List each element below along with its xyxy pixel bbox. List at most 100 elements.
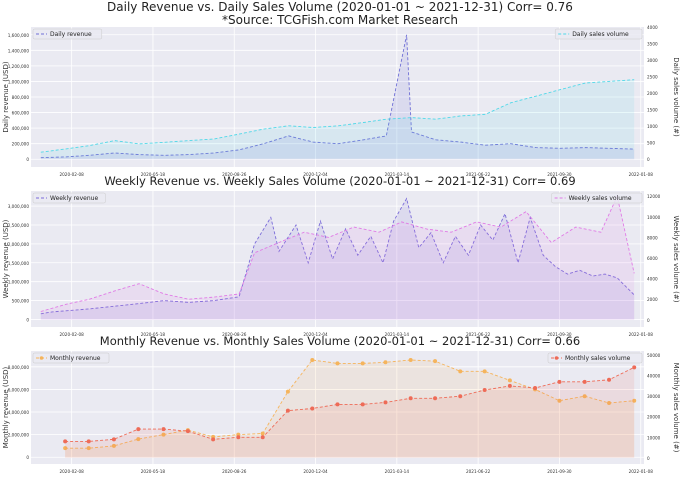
series-marker-1: [63, 446, 68, 451]
series-marker-1: [408, 358, 413, 363]
y-axis-label: Monthly revenue (USD): [2, 366, 10, 448]
plot-background: [31, 351, 644, 464]
series-marker-2: [260, 435, 265, 440]
y2-tick-label: 3500: [647, 41, 658, 46]
y2-tick-label: 4000: [647, 277, 658, 282]
series-marker-1: [507, 378, 512, 383]
series-line-2: [65, 366, 635, 442]
y-tick-label: 200,000: [12, 142, 30, 147]
y-tick-label: 6,000,000: [8, 387, 30, 392]
chart-panel-2: 0 500,000 1,000,000 1,500,000 2,000,000 2,500…: [2, 174, 680, 337]
series-area-2: [40, 196, 635, 320]
figure-title: Daily Revenue vs. Daily Sales Volume (20…: [107, 0, 573, 14]
y2-tick-label: 2000: [647, 91, 658, 96]
y-tick-label: 800,000: [12, 95, 30, 100]
x-tick-label: 2022-01-08: [629, 172, 654, 177]
series-marker-1: [86, 446, 91, 451]
series-marker-2: [607, 377, 612, 382]
y2-tick-label: 50000: [647, 353, 661, 358]
y-axis-label: Weekly revenue (USD): [2, 219, 10, 298]
x-tick-label: 2020-02-08: [59, 469, 84, 474]
series-marker-1: [260, 431, 265, 436]
x-tick-label: 2021-06-22: [466, 332, 491, 337]
y-tick-label: 600,000: [12, 111, 30, 116]
x-tick-label: 2021-03-14: [385, 469, 410, 474]
series-marker-2: [161, 427, 166, 432]
y2-tick-label: 0: [647, 157, 650, 162]
y-tick-label: 1,600,000: [8, 33, 30, 38]
x-tick-label: 2021-09-30: [547, 332, 572, 337]
x-tick-label: 2021-03-14: [385, 172, 410, 177]
y2-tick-label: 0: [647, 318, 650, 323]
series-area-1: [40, 198, 635, 320]
y2-tick-label: 1500: [647, 107, 658, 112]
legend-label: Weekly sales volume: [569, 195, 632, 202]
legend-box: [32, 352, 110, 364]
legend-box: [554, 28, 643, 40]
y2-tick-label: 10000: [647, 435, 661, 440]
series-line-1: [40, 197, 635, 315]
panel-title: Weekly Revenue vs. Weekly Sales Volume (…: [104, 174, 575, 188]
y-axis-label: Daily revenue (USD): [2, 61, 10, 133]
y2-tick-label: 20000: [647, 415, 661, 420]
y2-tick-label: 10000: [647, 215, 661, 220]
panel-title: Monthly Revenue vs. Monthly Sales Volume…: [100, 334, 580, 348]
series-marker-1: [582, 394, 587, 399]
x-tick-label: 2020-08-26: [222, 172, 247, 177]
chart-panel-1: 0 200,000 400,000 600,000 800,000 1,000,000 1,…: [2, 25, 680, 177]
y-tick-label: 2,000,000: [8, 242, 30, 247]
series-marker-2: [185, 429, 190, 434]
x-tick-label: 2020-02-08: [59, 172, 84, 177]
series-marker-2: [458, 394, 463, 399]
x-tick-label: 2020-08-26: [222, 469, 247, 474]
y-tick-label: 4,000,000: [8, 410, 30, 415]
series-line-2: [40, 194, 635, 312]
series-marker-2: [111, 437, 116, 442]
y2-tick-label: 40000: [647, 374, 661, 379]
series-marker-2: [557, 379, 562, 384]
series-marker-1: [433, 359, 438, 364]
series-marker-2: [285, 408, 290, 413]
series-marker-2: [383, 400, 388, 405]
series-marker-2: [582, 379, 587, 384]
x-tick-label: 2020-12-04: [303, 172, 328, 177]
series-marker-2: [310, 406, 315, 411]
x-tick-label: 2021-03-14: [385, 332, 410, 337]
y-tick-label: 0: [26, 455, 29, 460]
y-tick-label: 1,500,000: [8, 261, 30, 266]
series-marker-2: [433, 396, 438, 401]
y-tick-label: 3,000,000: [8, 204, 30, 209]
y2-tick-label: 2000: [647, 297, 658, 302]
series-marker-1: [310, 358, 315, 363]
series-marker-2: [482, 388, 487, 393]
legend-label: Daily sales volume: [572, 31, 629, 38]
x-tick-label: 2020-05-18: [141, 172, 166, 177]
y-tick-label: 2,000,000: [8, 433, 30, 438]
y2-tick-label: 12000: [647, 194, 661, 199]
series-marker-2: [360, 402, 365, 407]
y2-tick-label: 500: [647, 140, 655, 145]
x-tick-label: 2020-12-04: [303, 332, 328, 337]
y2-tick-label: 1000: [647, 124, 658, 129]
series-marker-1: [111, 443, 116, 448]
y2-axis-label: Daily sales volume (#): [672, 57, 680, 137]
y2-tick-label: 6000: [647, 256, 658, 261]
legend-box: [32, 28, 103, 40]
series-marker-1: [557, 398, 562, 403]
legend-label: Weekly revenue: [50, 195, 98, 202]
x-tick-label: 2022-01-08: [629, 469, 654, 474]
y-tick-label: 2,500,000: [8, 223, 30, 228]
y2-axis-label: Monthly sales volume (#): [672, 363, 680, 453]
x-tick-label: 2021-06-22: [466, 469, 491, 474]
series-area-2: [40, 79, 635, 159]
series-marker-2: [136, 427, 141, 432]
legend-label: Monthly revenue: [50, 355, 101, 362]
legend-marker: [554, 356, 559, 360]
chart-panel-3: 0 2,000,000 4,000,000 6,000,000 8,000,000 0 10…: [2, 334, 680, 474]
series-marker-2: [236, 435, 241, 440]
y2-tick-label: 4000: [647, 25, 658, 30]
x-tick-label: 2020-12-04: [303, 469, 328, 474]
series-marker-2: [63, 439, 68, 444]
y-tick-label: 0: [26, 157, 29, 162]
y2-tick-label: 3000: [647, 58, 658, 63]
